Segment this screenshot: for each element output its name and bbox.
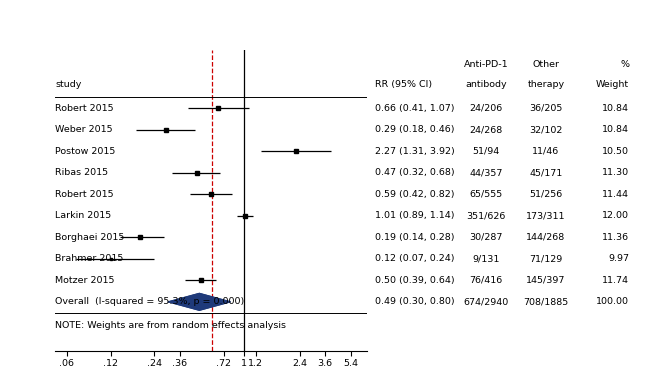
Text: 0.49 (0.30, 0.80): 0.49 (0.30, 0.80) xyxy=(375,297,454,306)
Text: 11.44: 11.44 xyxy=(602,190,629,199)
Text: 36/205: 36/205 xyxy=(529,104,563,113)
Text: 71/129: 71/129 xyxy=(529,254,563,263)
Text: 173/311: 173/311 xyxy=(526,211,566,220)
Text: 145/397: 145/397 xyxy=(526,276,566,285)
Text: 32/102: 32/102 xyxy=(529,125,563,134)
Text: 51/94: 51/94 xyxy=(473,147,500,156)
Text: 24/268: 24/268 xyxy=(469,125,503,134)
Text: 9.97: 9.97 xyxy=(608,254,629,263)
Text: Borghaei 2015: Borghaei 2015 xyxy=(55,233,125,242)
Text: 144/268: 144/268 xyxy=(526,233,566,242)
Text: 0.66 (0.41, 1.07): 0.66 (0.41, 1.07) xyxy=(375,104,454,113)
Text: 0.47 (0.32, 0.68): 0.47 (0.32, 0.68) xyxy=(375,168,454,177)
Text: Brahmer 2015: Brahmer 2015 xyxy=(55,254,124,263)
Text: Weight: Weight xyxy=(596,80,629,89)
Text: 45/171: 45/171 xyxy=(529,168,563,177)
Text: 708/1885: 708/1885 xyxy=(523,297,569,306)
Text: therapy: therapy xyxy=(527,80,565,89)
Text: %: % xyxy=(620,61,629,70)
Text: 674/2940: 674/2940 xyxy=(463,297,509,306)
Text: 0.59 (0.42, 0.82): 0.59 (0.42, 0.82) xyxy=(375,190,454,199)
Text: 11.36: 11.36 xyxy=(602,233,629,242)
Text: Robert 2015: Robert 2015 xyxy=(55,104,114,113)
Text: 65/555: 65/555 xyxy=(469,190,503,199)
Text: Postow 2015: Postow 2015 xyxy=(55,147,116,156)
Text: 76/416: 76/416 xyxy=(469,276,503,285)
Text: Overall  (I-squared = 95.3%, p = 0.000): Overall (I-squared = 95.3%, p = 0.000) xyxy=(55,297,244,306)
Text: 0.12 (0.07, 0.24): 0.12 (0.07, 0.24) xyxy=(375,254,454,263)
Text: NOTE: Weights are from random effects analysis: NOTE: Weights are from random effects an… xyxy=(55,321,286,330)
Text: 351/626: 351/626 xyxy=(467,211,506,220)
Text: RR (95% CI): RR (95% CI) xyxy=(375,80,432,89)
Polygon shape xyxy=(168,293,230,310)
Text: Anti-PD-1: Anti-PD-1 xyxy=(464,61,508,70)
Text: 11/46: 11/46 xyxy=(532,147,560,156)
Text: 11.74: 11.74 xyxy=(602,276,629,285)
Text: 24/206: 24/206 xyxy=(469,104,503,113)
Text: Other: Other xyxy=(532,61,560,70)
Text: Robert 2015: Robert 2015 xyxy=(55,190,114,199)
Text: 0.50 (0.39, 0.64): 0.50 (0.39, 0.64) xyxy=(375,276,454,285)
Text: 12.00: 12.00 xyxy=(602,211,629,220)
Text: 10.50: 10.50 xyxy=(602,147,629,156)
Text: Ribas 2015: Ribas 2015 xyxy=(55,168,109,177)
Text: 11.30: 11.30 xyxy=(602,168,629,177)
Text: 10.84: 10.84 xyxy=(602,104,629,113)
Text: Weber 2015: Weber 2015 xyxy=(55,125,113,134)
Text: 9/131: 9/131 xyxy=(473,254,500,263)
Text: 51/256: 51/256 xyxy=(529,190,563,199)
Text: 0.19 (0.14, 0.28): 0.19 (0.14, 0.28) xyxy=(375,233,454,242)
Text: study: study xyxy=(55,80,82,89)
Text: 10.84: 10.84 xyxy=(602,125,629,134)
Text: 30/287: 30/287 xyxy=(469,233,503,242)
Text: 0.29 (0.18, 0.46): 0.29 (0.18, 0.46) xyxy=(375,125,454,134)
Text: 1.01 (0.89, 1.14): 1.01 (0.89, 1.14) xyxy=(375,211,454,220)
Text: 44/357: 44/357 xyxy=(469,168,503,177)
Text: Larkin 2015: Larkin 2015 xyxy=(55,211,112,220)
Text: 100.00: 100.00 xyxy=(596,297,629,306)
Text: 2.27 (1.31, 3.92): 2.27 (1.31, 3.92) xyxy=(375,147,455,156)
Text: Motzer 2015: Motzer 2015 xyxy=(55,276,115,285)
Text: antibody: antibody xyxy=(465,80,507,89)
